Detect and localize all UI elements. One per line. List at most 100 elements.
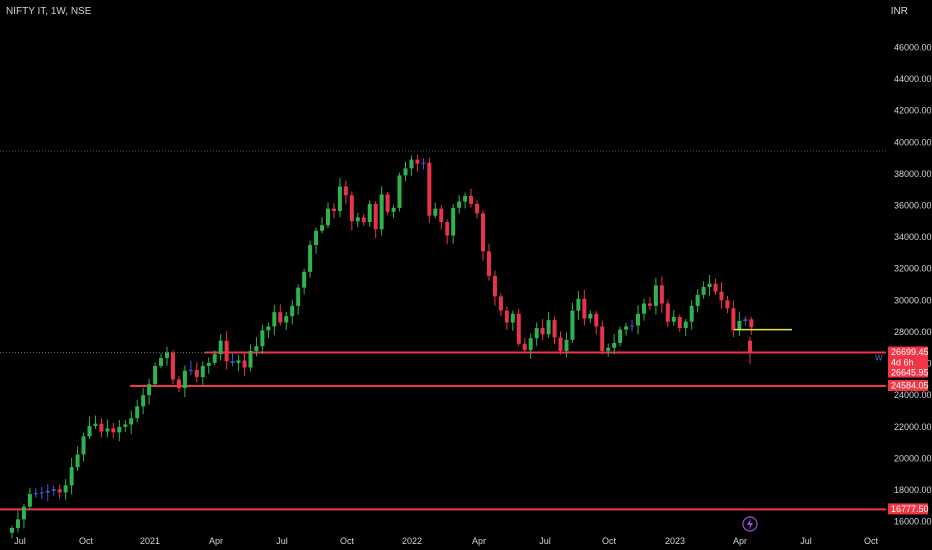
price-tag-level-bg	[888, 346, 928, 358]
candle-body	[749, 319, 754, 328]
candle-body	[612, 343, 617, 348]
x-tick-label: 2022	[402, 536, 422, 546]
candle-body	[159, 358, 164, 366]
price-tag-level: 24584.05	[891, 380, 929, 390]
candle-body	[552, 320, 557, 338]
candle-body	[99, 423, 104, 432]
y-tick-label: 34000.00	[894, 232, 932, 242]
candle-body	[731, 308, 736, 331]
candle-body	[260, 330, 265, 347]
y-tick-label: 24000.00	[894, 390, 932, 400]
candle-body	[647, 303, 652, 306]
candle-body	[379, 194, 384, 230]
w-marker: W	[875, 354, 883, 363]
candle-body	[129, 418, 134, 425]
candle-body	[39, 492, 44, 494]
candle-body	[498, 296, 503, 311]
countdown-bg	[888, 357, 928, 378]
candle-body	[486, 251, 491, 276]
candle-body	[21, 506, 26, 520]
candle-body	[308, 245, 313, 272]
candle-body	[45, 490, 50, 493]
candle-body	[33, 493, 38, 495]
candle-body	[748, 340, 752, 354]
candle-body	[206, 362, 211, 366]
candle-body	[445, 222, 450, 236]
candle-body	[451, 207, 456, 236]
candle-body	[51, 489, 56, 491]
close-price-label: 26645.95	[891, 368, 929, 378]
candle-body	[534, 328, 539, 339]
candle-body	[147, 384, 152, 396]
candle-body	[421, 162, 426, 164]
candle-body	[81, 436, 86, 455]
candle-body	[475, 203, 480, 214]
x-tick-label: Jul	[14, 536, 26, 546]
candle-body	[594, 313, 599, 327]
candle-body	[212, 354, 217, 363]
candle-body	[170, 352, 175, 380]
candle-body	[403, 168, 408, 176]
candle-body	[331, 208, 336, 212]
candle-body	[606, 347, 611, 351]
candle-body	[409, 159, 414, 169]
y-tick-label: 18000.00	[894, 485, 932, 495]
x-tick-label: Oct	[602, 536, 617, 546]
candle-body	[200, 365, 205, 378]
symbol-header[interactable]: NIFTY IT, 1W, NSE	[6, 6, 92, 17]
candle-body	[176, 379, 181, 389]
candle-body	[272, 312, 277, 327]
y-tick-label: 30000.00	[894, 295, 932, 305]
candle-body	[337, 186, 342, 212]
candle-body	[284, 316, 289, 323]
candle-body	[242, 360, 247, 368]
candle-body	[427, 162, 432, 216]
candle-body	[439, 208, 444, 223]
candle-body	[343, 186, 348, 196]
candle-body	[743, 319, 748, 321]
candle-body	[349, 195, 354, 222]
candle-body	[278, 312, 283, 323]
candle-body	[516, 313, 521, 344]
level-lines	[0, 150, 886, 511]
x-tick-label: 2023	[665, 536, 685, 546]
x-tick-label: Apr	[472, 536, 486, 546]
candle-body	[105, 428, 110, 432]
candle-body	[641, 303, 646, 314]
candle-body	[367, 203, 372, 223]
candle-body	[701, 286, 706, 295]
price-tag-level-bg	[888, 503, 928, 515]
candle-body	[135, 406, 140, 419]
candle-body	[248, 350, 253, 368]
candle-body	[296, 287, 301, 306]
candle-body	[558, 337, 563, 351]
x-tick-label: Oct	[79, 536, 94, 546]
candle-body	[576, 298, 581, 311]
candle-body	[737, 320, 742, 331]
lightning-icon[interactable]	[742, 516, 758, 532]
candle-body	[111, 428, 116, 433]
y-tick-label: 32000.00	[894, 264, 932, 274]
y-tick-label: 22000.00	[894, 422, 932, 432]
candle-body	[564, 339, 569, 351]
candle-body	[230, 361, 235, 363]
candle-body	[653, 285, 658, 306]
candle-body	[27, 494, 32, 507]
candle-body	[361, 217, 366, 223]
candle-body	[588, 313, 593, 319]
candle-body	[683, 321, 688, 329]
candle-body	[570, 310, 575, 340]
candle-body	[540, 328, 545, 335]
candle-body	[630, 325, 635, 327]
candle-body	[492, 275, 497, 297]
y-tick-label: 20000.00	[894, 453, 932, 463]
candle-body	[188, 369, 193, 371]
candle-body	[677, 316, 682, 329]
y-tick-label: 44000.00	[894, 74, 932, 84]
y-axis: 46000.00 44000.00 42000.00 40000.00 38000.00…	[894, 42, 932, 526]
candle-body	[153, 365, 158, 385]
candle-body	[469, 196, 474, 204]
candle-body	[57, 489, 62, 493]
candle-body	[75, 454, 80, 468]
